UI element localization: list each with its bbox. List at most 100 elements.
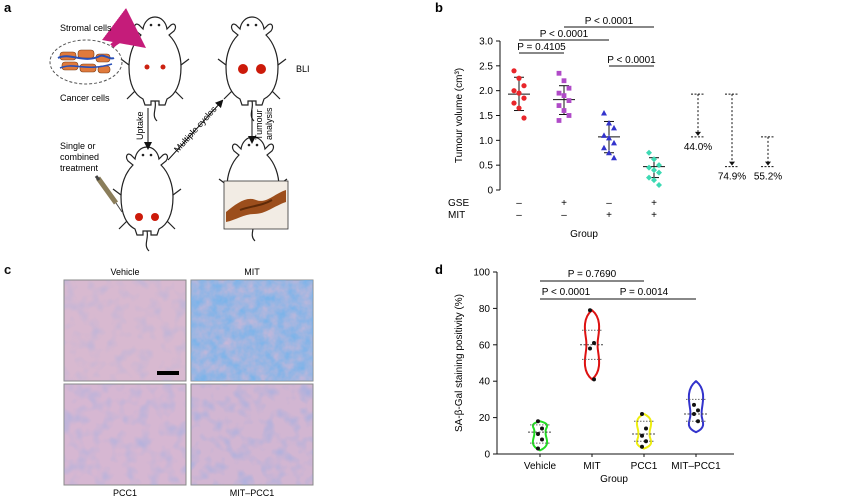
- image-label-mit-pcc1: MIT–PCC1: [230, 488, 275, 498]
- uptake-label: Uptake: [135, 111, 145, 140]
- panel-b-tumour-volume-chart: b 0 0.5 1.0 1.5 2.0 2.5 3.0 Tumour volume (cm³)…: [435, 0, 782, 240]
- bli-label: BLI: [296, 64, 310, 74]
- p-value-label: P = 0.7690: [568, 269, 617, 280]
- data-point: [511, 100, 517, 106]
- image-label-pcc1: PCC1: [113, 488, 137, 498]
- data-point: [606, 134, 612, 141]
- data-point: [651, 156, 657, 163]
- data-point: [651, 167, 657, 174]
- panel-b-letter: b: [435, 0, 443, 15]
- y-tick-label: 1.5: [479, 111, 493, 122]
- p-value-label: P < 0.0001: [607, 55, 656, 66]
- y-tick-label: 0.5: [479, 161, 493, 172]
- data-point: [536, 431, 540, 436]
- data-point: [656, 182, 662, 189]
- data-point: [511, 68, 517, 74]
- data-point: [611, 154, 617, 161]
- panel-d-letter: d: [435, 262, 443, 277]
- data-point: [540, 426, 544, 431]
- data-point: [556, 90, 562, 96]
- reduction-label: 44.0%: [684, 142, 712, 153]
- mouse-treatment: [112, 146, 182, 252]
- x-axis-title: Group: [570, 229, 598, 240]
- data-point: [561, 78, 567, 84]
- y-tick-label: 20: [479, 413, 491, 424]
- y-tick-label: 3.0: [479, 37, 493, 48]
- data-point: [566, 113, 572, 118]
- data-point: [656, 169, 662, 176]
- data-point: [521, 95, 527, 101]
- reduction-arrowhead: [695, 131, 701, 136]
- image-label-mit: MIT: [244, 267, 260, 277]
- multiple-cycles-label: Multiple cycles: [172, 104, 219, 155]
- data-point: [656, 162, 662, 169]
- data-point: [588, 346, 592, 351]
- data-point: [606, 149, 612, 156]
- cycles-arrow: [167, 99, 224, 161]
- p-value-label: P < 0.0001: [540, 29, 589, 40]
- data-point: [611, 139, 617, 146]
- group-sign: –: [516, 198, 522, 209]
- group-sign: +: [606, 210, 612, 221]
- data-point: [511, 88, 517, 94]
- data-point: [561, 108, 567, 113]
- group-sign: +: [651, 198, 657, 209]
- mouse-bli: [217, 16, 287, 122]
- data-point: [644, 426, 648, 431]
- panel-c-letter: c: [4, 262, 12, 277]
- treatment-label-line1: Single or: [60, 141, 96, 151]
- data-point: [566, 85, 572, 91]
- data-point: [611, 124, 617, 131]
- panel-a-letter: a: [4, 0, 12, 15]
- tumour-analysis-line2: analysis: [264, 107, 274, 140]
- violin-shape: [635, 412, 653, 450]
- data-point: [646, 149, 652, 156]
- x-tick-label: Vehicle: [524, 461, 557, 472]
- data-point: [588, 308, 592, 313]
- data-point: [540, 437, 544, 442]
- data-point: [646, 174, 652, 181]
- y-tick-label: 2.5: [479, 61, 493, 72]
- syringe-icon: [94, 175, 123, 213]
- panel-a-schematic: a Stromal cells Cancer cells BL: [4, 0, 310, 252]
- x-axis-title: Group: [600, 474, 628, 485]
- panel-c-staining-images: c: [0, 262, 320, 499]
- data-point: [556, 103, 562, 108]
- reduction-arrowhead: [765, 161, 771, 166]
- treatment-label-line3: treatment: [60, 163, 99, 173]
- y-tick-label: 2.0: [479, 86, 493, 97]
- image-label-vehicle: Vehicle: [110, 267, 139, 277]
- y-tick-label: 100: [473, 268, 490, 279]
- data-point: [606, 119, 612, 126]
- data-point: [640, 433, 644, 438]
- p-value-label: P = 0.4105: [517, 42, 566, 53]
- image-pcc1: [63, 383, 187, 486]
- x-tick-label: MIT–PCC1: [671, 461, 721, 472]
- mouse-injection: [120, 16, 190, 122]
- p-value-label: P < 0.0001: [542, 287, 591, 298]
- data-point: [601, 144, 607, 151]
- image-mit: [190, 279, 314, 382]
- reduction-label: 55.2%: [754, 172, 782, 183]
- tumour-histology-image: [223, 180, 289, 230]
- group-sign: +: [561, 198, 567, 209]
- row-label: GSE: [448, 198, 469, 209]
- data-point: [561, 93, 567, 99]
- data-point: [692, 402, 696, 407]
- data-point: [521, 83, 527, 89]
- data-point: [601, 110, 607, 116]
- y-tick-label: 0: [487, 186, 493, 197]
- p-value-label: P = 0.0014: [620, 287, 669, 298]
- row-label: MIT: [448, 210, 465, 221]
- data-point: [696, 419, 700, 424]
- panel-d-violin-chart: d 0 20 40 60 80 100 SA-β-Gal staining positivi…: [435, 262, 734, 485]
- image-mit-pcc1: [190, 383, 314, 486]
- data-point: [556, 70, 562, 76]
- violin-shape: [531, 420, 549, 452]
- scale-bar: [157, 371, 179, 375]
- data-point: [536, 446, 540, 451]
- cell-mixture-icon: [49, 39, 123, 85]
- cancer-cells-label: Cancer cells: [60, 93, 110, 103]
- y-tick-label: 80: [479, 304, 491, 315]
